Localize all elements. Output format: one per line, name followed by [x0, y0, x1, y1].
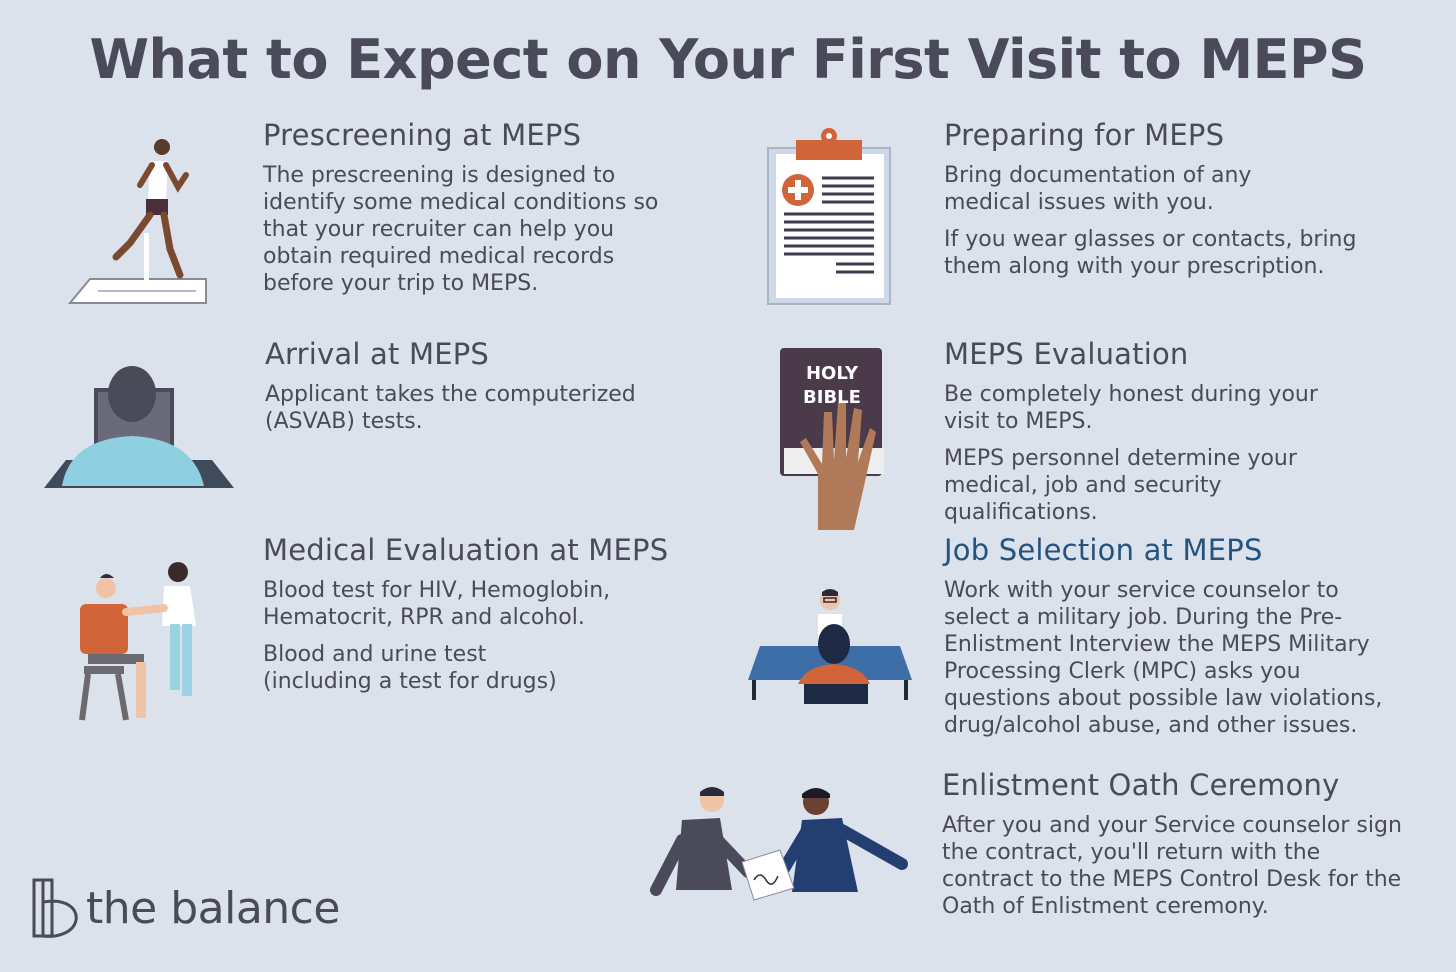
- medical-heading: Medical Evaluation at MEPS: [263, 533, 669, 567]
- evaluation-text-1: Be completely honest during your visit t…: [944, 382, 1318, 434]
- evaluation-heading: MEPS Evaluation: [944, 337, 1189, 371]
- job-section: Job Selection at MEPS Work with your ser…: [944, 533, 1404, 749]
- arrival-heading: Arrival at MEPS: [265, 337, 490, 371]
- page-title: What to Expect on Your First Visit to ME…: [89, 28, 1367, 91]
- prescreening-heading: Prescreening at MEPS: [263, 118, 582, 152]
- prescreening-text: The prescreening is designed to identify…: [263, 163, 659, 296]
- handshake-illustration: [650, 787, 908, 901]
- oath-text: After you and your Service counselor sig…: [942, 813, 1402, 919]
- oath-heading: Enlistment Oath Ceremony: [942, 768, 1340, 802]
- job-heading: Job Selection at MEPS: [944, 533, 1263, 567]
- preparing-section: Preparing for MEPS Bring documentation o…: [944, 118, 1364, 290]
- medical-section: Medical Evaluation at MEPS Blood test fo…: [263, 533, 683, 705]
- bible-cover-text: HOLY BIBLE: [784, 362, 880, 410]
- preparing-heading: Preparing for MEPS: [944, 118, 1225, 152]
- medical-exam-illustration: [79, 562, 196, 721]
- bible-line1: HOLY: [805, 363, 859, 384]
- clipboard-illustration: [767, 128, 891, 305]
- job-text: Work with your service counselor to sele…: [944, 578, 1383, 738]
- brand-logo: the balance: [30, 876, 340, 940]
- bible-illustration: HOLY BIBLE: [778, 346, 886, 532]
- treadmill-runner-illustration: [68, 139, 207, 304]
- prescreening-section: Prescreening at MEPS The prescreening is…: [263, 118, 673, 307]
- oath-section: Enlistment Oath Ceremony After you and y…: [942, 768, 1412, 930]
- medical-text-2: Blood and urine test (including a test f…: [263, 642, 557, 694]
- logo-text: the balance: [86, 882, 340, 934]
- arrival-section: Arrival at MEPS Applicant takes the comp…: [265, 337, 665, 445]
- bible-line2: BIBLE: [803, 387, 861, 408]
- computer-test-illustration: [44, 366, 234, 488]
- preparing-text-2: If you wear glasses or contacts, bring t…: [944, 227, 1357, 279]
- evaluation-text-2: MEPS personnel determine your medical, j…: [944, 446, 1297, 525]
- arrival-text: Applicant takes the computerized (ASVAB)…: [265, 382, 636, 434]
- evaluation-section: MEPS Evaluation Be completely honest dur…: [944, 337, 1374, 536]
- preparing-text-1: Bring documentation of any medical issue…: [944, 163, 1252, 215]
- balance-logo-icon: [32, 878, 78, 938]
- job-interview-illustration: [748, 589, 912, 704]
- medical-text-1: Blood test for HIV, Hemoglobin, Hematocr…: [263, 578, 611, 630]
